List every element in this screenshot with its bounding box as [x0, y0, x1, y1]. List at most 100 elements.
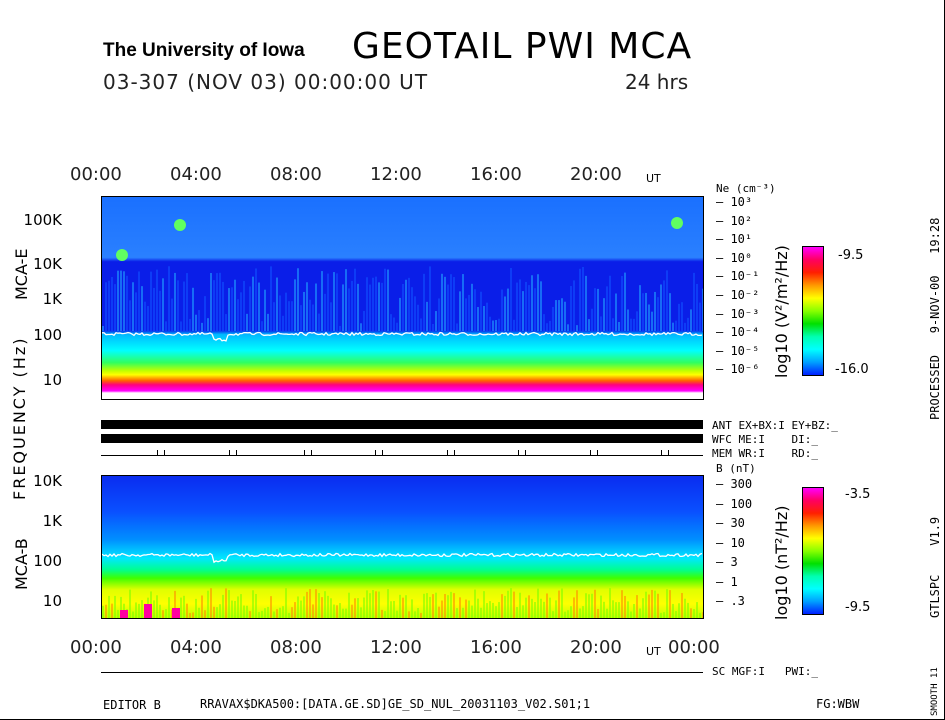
- spectral-spike: [492, 602, 494, 618]
- spectral-spike: [213, 606, 215, 618]
- spectral-spike: [528, 285, 530, 331]
- colorbar-b-max: -3.5: [845, 487, 871, 502]
- spectral-spike: [465, 599, 467, 618]
- wfc-bar: [101, 434, 703, 443]
- spectral-spike: [633, 603, 635, 618]
- spectral-spike: [693, 609, 695, 618]
- spectral-spike: [411, 599, 413, 618]
- spectral-spike: [216, 273, 218, 331]
- spectral-spike: [549, 320, 551, 331]
- spectral-spike: [306, 591, 308, 618]
- spectral-spike: [354, 598, 356, 618]
- spectral-spike: [540, 598, 542, 618]
- spectral-spike: [162, 610, 164, 618]
- emission-burst: [120, 610, 128, 618]
- x-tick: 04:00: [170, 164, 222, 185]
- spectral-spike: [429, 266, 431, 331]
- spectral-spike: [411, 287, 413, 331]
- y-tick: 10K: [33, 472, 62, 490]
- spectral-spike: [189, 318, 191, 331]
- spectral-spike: [129, 589, 131, 618]
- spectral-spike: [240, 292, 242, 331]
- spectral-spike: [648, 594, 650, 618]
- spectral-spike: [702, 612, 703, 618]
- spectral-spike: [312, 304, 314, 331]
- mem-marker: [590, 450, 598, 455]
- spectral-spike: [474, 289, 476, 331]
- spectral-spike: [114, 595, 116, 618]
- spectral-spike: [165, 321, 167, 331]
- spectral-spike: [375, 276, 377, 331]
- duration: 24 hrs: [625, 70, 689, 94]
- spectral-spike: [318, 313, 320, 331]
- spectral-spike: [510, 267, 512, 331]
- spectral-spike: [246, 605, 248, 618]
- spectral-spike: [132, 282, 134, 331]
- spectral-spike: [480, 607, 482, 618]
- spectral-spike: [495, 320, 497, 331]
- spectral-spike: [318, 593, 320, 618]
- spectral-spike: [255, 268, 257, 331]
- spectral-spike: [531, 598, 533, 618]
- x-tick: 08:00: [270, 164, 322, 185]
- spectral-spike: [423, 273, 425, 331]
- spectral-spike: [654, 291, 656, 331]
- processed-stamp: PROCESSED 9-NOV-00 19:28: [928, 217, 942, 420]
- spectral-spike: [480, 291, 482, 331]
- spectral-spike: [321, 597, 323, 618]
- spectral-spike: [441, 273, 443, 331]
- y-tick: 10: [42, 592, 62, 610]
- spectral-spike: [246, 313, 248, 331]
- right-axis-tick: – 10³: [716, 195, 753, 209]
- spectral-spike: [693, 272, 695, 331]
- spectral-spike: [639, 285, 641, 331]
- spectral-spike: [396, 610, 398, 618]
- spectral-spike: [315, 283, 317, 331]
- spectral-spike: [273, 611, 275, 618]
- spectral-spike: [222, 281, 224, 331]
- spectral-spike: [684, 598, 686, 618]
- spectral-spike: [375, 591, 377, 618]
- spectral-spike: [219, 604, 221, 618]
- spectral-spike: [624, 272, 626, 331]
- spectral-spike: [327, 595, 329, 618]
- plot-title: GEOTAIL PWI MCA: [352, 26, 693, 67]
- ant-status: ANT EX+BX:I EY+BZ:_: [712, 419, 838, 432]
- spectral-spike: [681, 592, 683, 618]
- spectral-spike: [537, 588, 539, 618]
- spectral-spike: [489, 601, 491, 618]
- spectral-spike: [546, 323, 548, 331]
- ne-axis-label: Ne (cm⁻³): [716, 182, 776, 195]
- right-axis-tick: – 1: [716, 574, 738, 589]
- spectral-spike: [372, 590, 374, 618]
- colorbar-e-min: -16.0: [835, 362, 869, 377]
- spectral-spike: [531, 275, 533, 331]
- spectral-spike: [345, 269, 347, 331]
- spectral-spike: [450, 591, 452, 618]
- x-tick: 00:00: [70, 637, 122, 658]
- spectral-spike: [378, 591, 380, 618]
- spectral-spike: [579, 268, 581, 331]
- spectral-spike: [489, 316, 491, 331]
- spectral-spike: [192, 612, 194, 618]
- spectral-spike: [645, 292, 647, 331]
- emission-burst: [144, 604, 152, 618]
- right-axis-tick: – 10¹: [716, 232, 753, 247]
- spectral-spike: [240, 594, 242, 618]
- spectral-spike: [606, 286, 608, 331]
- right-axis-tick: – 10⁻⁴: [716, 325, 760, 340]
- spectral-spike: [507, 590, 509, 618]
- spectral-spike: [504, 595, 506, 618]
- right-axis-tick: – 10⁰: [716, 250, 753, 265]
- spectral-spike: [141, 600, 143, 618]
- spectral-spike: [279, 295, 281, 331]
- spectral-spike: [453, 593, 455, 618]
- spectral-spike: [282, 606, 284, 618]
- y-tick: 10K: [33, 255, 62, 273]
- spectral-spike: [264, 608, 266, 618]
- spectral-spike: [210, 588, 212, 618]
- mem-marker: [518, 450, 526, 455]
- plasma-frequency-trace: [102, 552, 703, 564]
- spectral-spike: [321, 271, 323, 331]
- y-tick: 1K: [42, 290, 62, 308]
